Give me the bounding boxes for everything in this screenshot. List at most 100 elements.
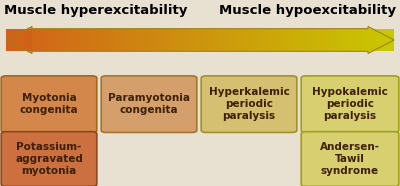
Bar <box>244 29 245 51</box>
Bar <box>259 29 260 51</box>
Bar <box>174 29 175 51</box>
Bar <box>56 29 58 51</box>
Polygon shape <box>380 33 381 47</box>
Bar <box>167 29 168 51</box>
Bar <box>326 29 327 51</box>
Bar <box>298 29 299 51</box>
Bar <box>360 29 361 51</box>
Bar <box>223 29 224 51</box>
Bar <box>209 29 210 51</box>
Bar <box>222 29 223 51</box>
Bar <box>342 29 344 51</box>
Bar <box>291 29 292 51</box>
Bar <box>150 29 152 51</box>
Bar <box>137 29 138 51</box>
Bar <box>31 29 32 51</box>
Bar <box>113 29 114 51</box>
Bar <box>109 29 110 51</box>
Bar <box>131 29 132 51</box>
Bar <box>211 29 212 51</box>
Bar <box>248 29 250 51</box>
Bar <box>165 29 166 51</box>
Bar <box>82 29 83 51</box>
Bar <box>100 29 101 51</box>
Bar <box>276 29 277 51</box>
Bar <box>332 29 333 51</box>
Bar <box>61 29 62 51</box>
Bar <box>317 29 318 51</box>
Bar <box>310 29 312 51</box>
Bar <box>270 29 271 51</box>
Bar <box>194 29 195 51</box>
Bar <box>292 29 293 51</box>
Bar <box>13 29 14 51</box>
Bar <box>286 29 287 51</box>
Bar <box>146 29 147 51</box>
Bar <box>68 29 69 51</box>
Bar <box>375 29 376 51</box>
Bar <box>59 29 60 51</box>
Text: Potassium-
aggravated
myotonia: Potassium- aggravated myotonia <box>15 142 83 176</box>
Polygon shape <box>9 38 10 42</box>
FancyBboxPatch shape <box>201 76 297 132</box>
Bar <box>305 29 306 51</box>
Bar <box>152 29 154 51</box>
Bar <box>263 29 264 51</box>
Bar <box>88 29 90 51</box>
Bar <box>314 29 316 51</box>
Bar <box>388 29 389 51</box>
Bar <box>309 29 310 51</box>
Bar <box>126 29 127 51</box>
Bar <box>130 29 131 51</box>
Bar <box>205 29 206 51</box>
Bar <box>52 29 54 51</box>
Bar <box>189 29 190 51</box>
Bar <box>266 29 267 51</box>
Bar <box>340 29 341 51</box>
Bar <box>98 29 99 51</box>
Text: Hyperkalemic
periodic
paralysis: Hyperkalemic periodic paralysis <box>208 87 290 121</box>
Bar <box>158 29 159 51</box>
Bar <box>75 29 76 51</box>
Bar <box>81 29 82 51</box>
Bar <box>74 29 75 51</box>
Bar <box>325 29 326 51</box>
Bar <box>374 29 375 51</box>
Bar <box>43 29 44 51</box>
Bar <box>154 29 155 51</box>
Bar <box>45 29 46 51</box>
Bar <box>389 29 390 51</box>
Bar <box>288 29 289 51</box>
Bar <box>337 29 338 51</box>
Bar <box>245 29 246 51</box>
Bar <box>195 29 196 51</box>
Bar <box>163 29 164 51</box>
Bar <box>58 29 59 51</box>
Bar <box>324 29 325 51</box>
Bar <box>282 29 284 51</box>
Bar <box>35 29 36 51</box>
Bar <box>365 29 366 51</box>
Bar <box>348 29 349 51</box>
Polygon shape <box>30 27 31 53</box>
Bar <box>293 29 294 51</box>
Bar <box>295 29 296 51</box>
Bar <box>54 29 56 51</box>
Bar <box>363 29 364 51</box>
Bar <box>391 29 392 51</box>
Bar <box>49 29 50 51</box>
Bar <box>369 29 370 51</box>
Bar <box>228 29 229 51</box>
Bar <box>171 29 172 51</box>
Text: Muscle hypoexcitability: Muscle hypoexcitability <box>219 4 396 17</box>
Bar <box>358 29 359 51</box>
Bar <box>339 29 340 51</box>
Bar <box>143 29 144 51</box>
Polygon shape <box>25 30 26 50</box>
Polygon shape <box>382 34 383 46</box>
Bar <box>308 29 309 51</box>
Bar <box>350 29 351 51</box>
Bar <box>184 29 186 51</box>
Bar <box>188 29 189 51</box>
Bar <box>272 29 273 51</box>
